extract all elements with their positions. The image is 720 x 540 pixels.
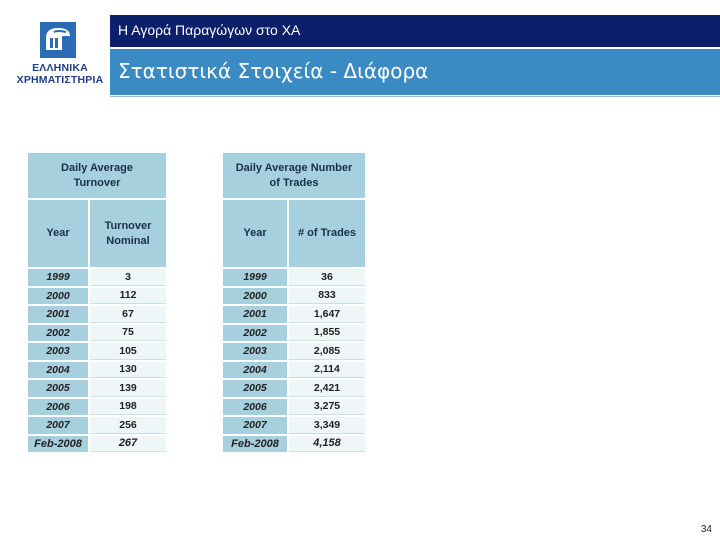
turnover-year-cell: 2007 [28, 417, 88, 434]
header-bar [110, 15, 720, 47]
section-title: Στατιστικά Στοιχεία - Διάφορα [118, 59, 429, 83]
turnover-value-cell: 105 [90, 343, 166, 360]
section-divider [110, 96, 720, 97]
turnover-col-value-line-1: Turnover [104, 219, 152, 232]
trades-value-cell: 2,085 [289, 343, 365, 360]
trades-row: 2004 2,114 [223, 361, 365, 378]
trades-row: 1999 36 [223, 269, 365, 286]
turnover-col-year: Year [28, 200, 88, 267]
turnover-row: 2005 139 [28, 380, 166, 397]
turnover-value-cell: 67 [90, 306, 166, 323]
trades-year-cell: Feb-2008 [223, 435, 287, 452]
trades-value-cell: 36 [289, 269, 365, 286]
turnover-value-cell: 112 [90, 287, 166, 304]
turnover-year-cell: 2005 [28, 380, 88, 397]
turnover-row: 1999 3 [28, 269, 166, 286]
trades-row: 2007 3,349 [223, 417, 365, 434]
turnover-year-cell: 2003 [28, 343, 88, 360]
trades-row: Feb-2008 4,158 [223, 435, 365, 452]
section-band [110, 49, 720, 95]
turnover-value-cell: 139 [90, 380, 166, 397]
trades-value-cell: 3,349 [289, 417, 365, 434]
turnover-value-cell: 256 [90, 417, 166, 434]
trades-year-cell: 2000 [223, 287, 287, 304]
trades-year-cell: 2001 [223, 306, 287, 323]
trades-table: Daily Average Number of Trades Year # of… [221, 151, 367, 454]
trades-row: 2006 3,275 [223, 398, 365, 415]
turnover-value-cell: 75 [90, 324, 166, 341]
exchange-logo: ΕΛΛΗΝΙΚΑ ΧΡΗΜΑΤΙΣΤΗΡΙΑ [12, 18, 108, 88]
turnover-row: Feb-2008 267 [28, 435, 166, 452]
turnover-title-line-1: Daily Average [61, 161, 133, 174]
trades-year-cell: 2005 [223, 380, 287, 397]
turnover-row: 2006 198 [28, 398, 166, 415]
turnover-year-cell: 2001 [28, 306, 88, 323]
trades-col-year: Year [223, 200, 287, 267]
trades-row: 2005 2,421 [223, 380, 365, 397]
trades-table-title: Daily Average Number of Trades [223, 153, 365, 198]
trades-row: 2001 1,647 [223, 306, 365, 323]
turnover-row: 2002 75 [28, 324, 166, 341]
turnover-title-line-2: Turnover [73, 176, 121, 189]
trades-title-line-2: of Trades [269, 176, 319, 189]
turnover-row: 2003 105 [28, 343, 166, 360]
trades-year-cell: 2002 [223, 324, 287, 341]
header-title: Η Αγορά Παραγώγων στο ΧΑ [118, 22, 301, 38]
turnover-row: 2004 130 [28, 361, 166, 378]
trades-year-cell: 2004 [223, 361, 287, 378]
turnover-row: 2000 112 [28, 287, 166, 304]
trades-value-cell: 2,421 [289, 380, 365, 397]
trades-title-line-1: Daily Average Number [235, 161, 353, 174]
page-number: 34 [700, 524, 712, 535]
turnover-value-cell: 267 [90, 435, 166, 452]
trades-row: 2003 2,085 [223, 343, 365, 360]
trades-year-cell: 2003 [223, 343, 287, 360]
athena-helmet-icon [40, 22, 76, 58]
trades-value-cell: 833 [289, 287, 365, 304]
turnover-col-value-line-2: Nominal [106, 234, 150, 247]
turnover-value-cell: 130 [90, 361, 166, 378]
turnover-year-cell: 2004 [28, 361, 88, 378]
trades-year-cell: 1999 [223, 269, 287, 286]
turnover-year-cell: 1999 [28, 269, 88, 286]
logo-line-2: ΧΡΗΜΑΤΙΣΤΗΡΙΑ [16, 74, 104, 86]
turnover-table: Daily Average Turnover Year Turnover Nom… [26, 151, 168, 454]
trades-value-cell: 1,647 [289, 306, 365, 323]
trades-value-cell: 4,158 [289, 435, 365, 452]
trades-row: 2000 833 [223, 287, 365, 304]
turnover-year-cell: 2006 [28, 398, 88, 415]
trades-value-cell: 1,855 [289, 324, 365, 341]
turnover-value-cell: 3 [90, 269, 166, 286]
turnover-row: 2007 256 [28, 417, 166, 434]
turnover-value-cell: 198 [90, 398, 166, 415]
logo-wordmark: ΕΛΛΗΝΙΚΑ ΧΡΗΜΑΤΙΣΤΗΡΙΑ [12, 62, 108, 86]
turnover-row: 2001 67 [28, 306, 166, 323]
trades-year-cell: 2006 [223, 398, 287, 415]
trades-year-cell: 2007 [223, 417, 287, 434]
trades-col-value: # of Trades [289, 200, 365, 267]
turnover-year-cell: 2002 [28, 324, 88, 341]
trades-value-cell: 3,275 [289, 398, 365, 415]
trades-value-cell: 2,114 [289, 361, 365, 378]
turnover-table-title: Daily Average Turnover [28, 153, 166, 198]
trades-row: 2002 1,855 [223, 324, 365, 341]
turnover-year-cell: 2000 [28, 287, 88, 304]
turnover-col-value: Turnover Nominal [90, 200, 166, 267]
turnover-year-cell: Feb-2008 [28, 435, 88, 452]
logo-line-1: ΕΛΛΗΝΙΚΑ [32, 62, 88, 74]
